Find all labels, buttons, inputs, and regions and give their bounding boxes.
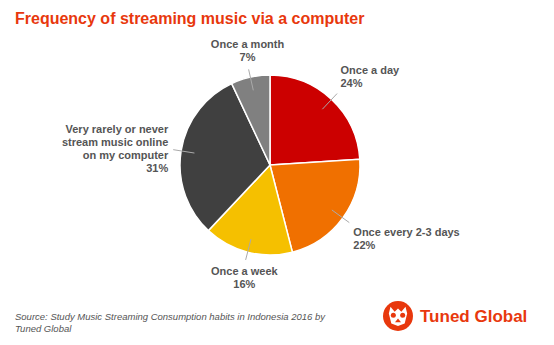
logo-eye	[400, 313, 405, 318]
data-label: 16%	[233, 278, 255, 290]
labels: Once a day24% Once every 2-3 days22% Once …	[62, 38, 460, 289]
leader-line	[246, 239, 251, 260]
source: Source: Study Music Streaming Consumptio…	[15, 311, 326, 334]
logo-eye	[391, 313, 396, 318]
brand: Tuned Global	[420, 307, 527, 326]
slice-label: Once a month	[211, 38, 285, 50]
leader-line	[173, 150, 194, 153]
logo-face	[389, 307, 407, 326]
data-label: 7%	[240, 51, 256, 63]
logo	[383, 301, 413, 331]
data-label: 31%	[146, 162, 168, 174]
chart: Frequency of streaming music via a compu…	[0, 0, 554, 345]
title: Frequency of streaming music via a compu…	[15, 10, 364, 27]
leader-line	[249, 69, 254, 90]
slice-label: Once a week	[211, 265, 279, 277]
pie	[180, 75, 360, 255]
data-label: 22%	[353, 239, 375, 251]
slice	[232, 75, 270, 165]
leader-line	[322, 94, 337, 110]
logo-circle	[383, 301, 413, 331]
slice-label: Very rarely or neverstream music onlineo…	[62, 123, 169, 161]
data-label: 24%	[341, 77, 363, 89]
logo-nose	[395, 319, 401, 323]
leader-line	[332, 210, 349, 223]
slice-label: Once a day	[341, 64, 401, 76]
slice-label: Once every 2-3 days	[353, 226, 459, 238]
